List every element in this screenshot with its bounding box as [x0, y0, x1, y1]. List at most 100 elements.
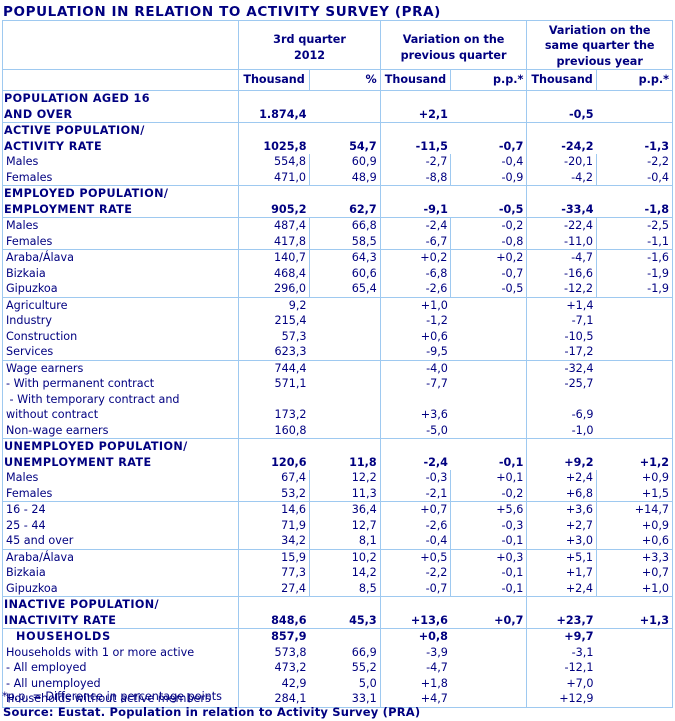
table-row: AND OVER 1.874,4 +2,1 -0,5 — [1, 106, 674, 123]
cell-value: -9,1 — [379, 201, 451, 218]
table-row: Females 471,0 48,9 -8,8 -0,9 -4,2 -0,4 — [1, 169, 674, 186]
cell-value: 42,9 — [238, 675, 310, 691]
cell-value — [309, 106, 381, 123]
header-group-text: same quarter the — [544, 39, 655, 52]
cell-value: 60,6 — [309, 265, 381, 281]
header-group-text: Variation on the — [402, 33, 505, 46]
cell-value: +1,2 — [596, 454, 674, 470]
table-row: Males 67,4 12,2 -0,3 +0,1 +2,4 +0,9 — [1, 470, 674, 486]
cell-value: +1,3 — [596, 612, 674, 629]
table-row: - All employed 473,2 55,2 -4,7 -12,1 — [1, 660, 674, 676]
row-label: Gipuzkoa — [1, 281, 239, 298]
row-label: Households without active members — [1, 691, 239, 708]
cell-value: -6,7 — [379, 233, 451, 250]
cell-value: +0,7 — [595, 565, 674, 581]
cell-value: +0,2 — [379, 249, 451, 266]
cell-value: -0,5 — [450, 201, 527, 218]
table-row: HOUSEHOLDS 857,9 +0,8 +9,7 — [1, 628, 674, 645]
cell-value: -1,3 — [596, 138, 674, 154]
cell-value: 77,3 — [238, 565, 310, 581]
table-row: POPULATION AGED 16 — [1, 90, 674, 107]
row-label: Females — [1, 485, 239, 502]
header-group-prev-quarter: Variation on the previous quarter — [379, 20, 527, 70]
cell-value: -17,2 — [526, 344, 597, 361]
cell-value: -20,1 — [526, 154, 597, 170]
table-row: UNEMPLOYMENT RATE 120,6 11,8 -2,4 -0,1 +… — [1, 454, 674, 470]
cell-value: -2,2 — [595, 154, 674, 170]
cell-value: +23,7 — [526, 612, 597, 629]
header-group-text: 2012 — [293, 48, 326, 62]
row-label: Construction — [1, 328, 239, 344]
table-row: EMPLOYED POPULATION/ — [1, 185, 674, 202]
col-percent: % — [309, 69, 381, 91]
cell-value: -0,4 — [379, 533, 451, 550]
cell-value: -16,6 — [526, 265, 597, 281]
table-row: Males 487,4 66,8 -2,4 -0,2 -22,4 -2,5 — [1, 217, 674, 234]
cell-value: -0,1 — [450, 565, 527, 581]
cell-value: 160,8 — [238, 422, 310, 439]
cell-value: -0,1 — [450, 533, 527, 550]
cell-value: +6,8 — [526, 485, 597, 502]
cell-value: -0,4 — [595, 169, 674, 186]
table-row: Araba/Álava 15,9 10,2 +0,5 +0,3 +5,1 +3,… — [1, 549, 674, 565]
cell-value: 173,2 — [238, 407, 310, 423]
cell-value: -2,4 — [379, 454, 451, 470]
cell-value: -0,8 — [450, 233, 527, 250]
cell-value: 65,4 — [309, 281, 381, 298]
cell-value: 573,8 — [238, 644, 310, 660]
cell-value: 55,2 — [351, 661, 377, 674]
cell-value: +0,1 — [450, 470, 527, 486]
cell-value — [596, 106, 674, 123]
cell-value: +3,3 — [595, 549, 674, 565]
source-note: Source: Eustat. Population in relation t… — [3, 705, 421, 719]
cell-value: 14,2 — [309, 565, 381, 581]
cell-value: 857,9 — [238, 628, 310, 645]
cell-value: +3,0 — [526, 533, 597, 550]
table-title: POPULATION IN RELATION TO ACTIVITY SURVE… — [3, 4, 441, 20]
cell-value: 58,5 — [309, 233, 381, 250]
cell-value: 11,3 — [309, 485, 381, 502]
cell-value: -2,7 — [379, 154, 451, 170]
cell-value: 66,9 — [351, 645, 377, 659]
table-row: Araba/Álava 140,7 64,3 +0,2 +0,2 -4,7 -1… — [1, 249, 674, 266]
cell-value: +5,6 — [450, 501, 527, 518]
cell-value: 8,5 — [309, 580, 381, 597]
table-row: Industry 215,4 -1,2 -7,1 — [1, 313, 674, 329]
cell-value: -2,6 — [379, 517, 451, 533]
cell-value: +4,7 — [379, 691, 451, 708]
table-row: Gipuzkoa 296,0 65,4 -2,6 -0,5 -12,2 -1,9 — [1, 281, 674, 298]
cell-value: 67,4 — [238, 470, 310, 486]
table-row: Females 417,8 58,5 -6,7 -0,8 -11,0 -1,1 — [1, 233, 674, 250]
cell-value: 62,7 — [309, 201, 381, 218]
col-var-q-pp: p.p.* — [450, 69, 527, 91]
cell-value: -0,2 — [450, 217, 527, 234]
cell-value: -6,8 — [379, 265, 451, 281]
cell-value: 45,3 — [309, 612, 381, 629]
cell-value: 554,8 — [238, 154, 310, 170]
cell-value: 9,2 — [238, 297, 310, 313]
header-empty-cell — [1, 20, 239, 70]
table-row: INACTIVITY RATE 848,6 45,3 +13,6 +0,7 +2… — [1, 612, 674, 629]
cell-value: +0,8 — [379, 628, 451, 645]
cell-value: -32,4 — [526, 360, 597, 376]
table-row: Agriculture 9,2 +1,0 +1,4 — [1, 297, 674, 313]
col-var-q-thousand: Thousand — [379, 69, 451, 91]
cell-value: 623,3 — [238, 344, 310, 361]
table-row: Services 623,3 -9,5 -17,2 — [1, 344, 674, 361]
cell-value: -0,7 — [498, 139, 524, 153]
cell-value: +1,4 — [526, 297, 597, 313]
table-row: 25 - 44 71,9 12,7 -2,6 -0,3 +2,7 +0,9 — [1, 517, 674, 533]
cell-value: 1.874,4 — [238, 106, 310, 123]
cell-value: -4,7 — [379, 660, 451, 676]
cell-value: 53,2 — [238, 485, 310, 502]
cell-value: -0,4 — [450, 154, 527, 170]
cell-value: 215,4 — [238, 313, 310, 329]
cell-value: +2,4 — [526, 580, 597, 597]
cell-value: -1,8 — [596, 201, 674, 218]
cell-value: -6,9 — [526, 407, 597, 423]
row-label: EMPLOYED POPULATION/ — [1, 185, 239, 202]
cell-value: 473,2 — [238, 660, 310, 676]
cell-value: 15,9 — [238, 549, 310, 565]
row-label: Wage earners — [1, 360, 239, 376]
row-label: AND OVER — [1, 106, 239, 123]
